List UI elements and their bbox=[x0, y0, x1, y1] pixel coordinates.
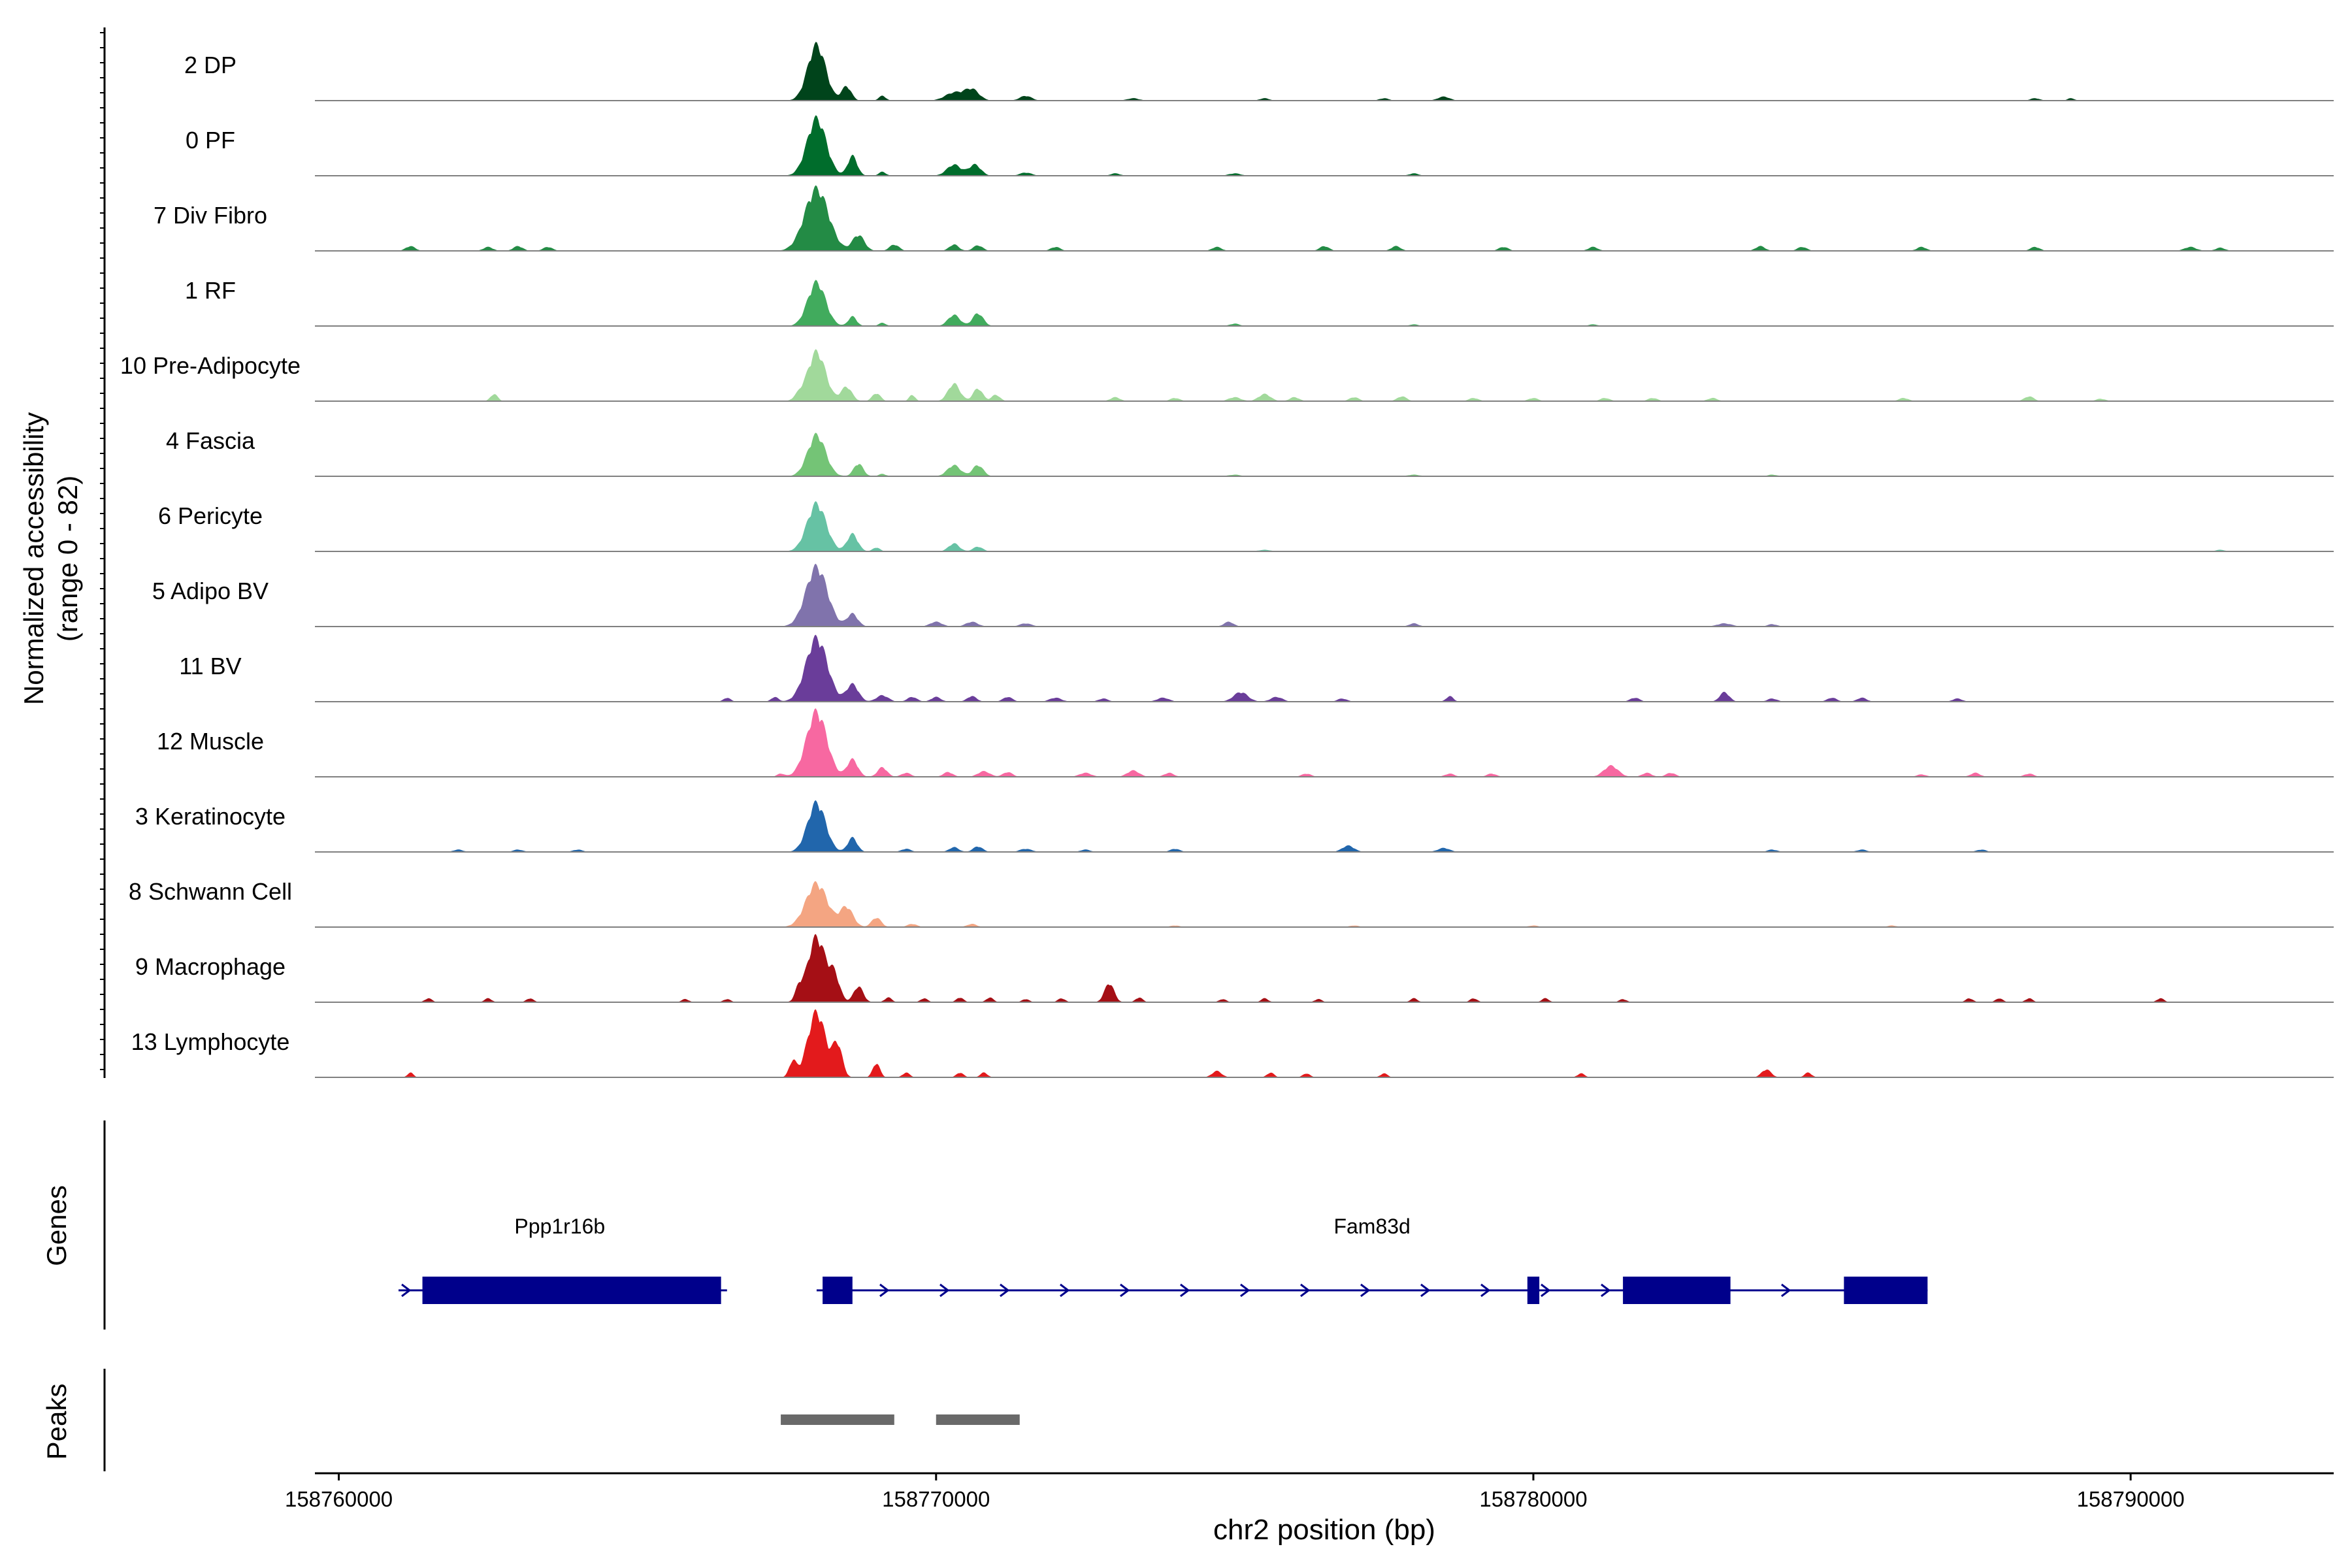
peak-regions bbox=[781, 1414, 1020, 1425]
coverage-area bbox=[315, 563, 2334, 627]
strand-arrow bbox=[1240, 1283, 1250, 1298]
gene-exon bbox=[1844, 1277, 1928, 1304]
peak-region-bar bbox=[781, 1414, 894, 1425]
coverage-area bbox=[315, 501, 2334, 551]
coverage-area bbox=[315, 881, 2334, 927]
track-label: 4 Fascia bbox=[166, 427, 255, 454]
gene-fam83d: Fam83d bbox=[816, 1215, 1928, 1304]
track-label: 2 DP bbox=[184, 52, 237, 78]
x-tick-label: 158760000 bbox=[285, 1487, 393, 1511]
track-label: 1 RF bbox=[185, 277, 236, 304]
track-label: 7 Div Fibro bbox=[154, 202, 267, 229]
coverage-area bbox=[315, 115, 2334, 176]
track-13-lymphocyte: 13 Lymphocyte bbox=[131, 1009, 2334, 1078]
track-9-macrophage: 9 Macrophage bbox=[135, 934, 2334, 1003]
genes-panel-label: Genes bbox=[41, 1185, 72, 1266]
gene-label: Ppp1r16b bbox=[514, 1215, 605, 1238]
strand-arrow bbox=[1180, 1283, 1190, 1298]
track-label: 9 Macrophage bbox=[135, 953, 286, 980]
coverage-area bbox=[315, 1009, 2334, 1077]
gene-exon bbox=[422, 1277, 721, 1304]
track-3-keratinocyte: 3 Keratinocyte bbox=[135, 800, 2334, 853]
strand-arrow bbox=[1420, 1283, 1431, 1298]
track-1-rf: 1 RF bbox=[185, 277, 2334, 327]
gene-exon bbox=[823, 1277, 853, 1304]
track-0-pf: 0 PF bbox=[186, 115, 2334, 176]
peaks-panel-label: Peaks bbox=[41, 1384, 72, 1460]
coverage-area bbox=[315, 634, 2334, 702]
x-axis-ticks: 158760000 158770000 158780000 158790000 bbox=[285, 1473, 2185, 1511]
x-tick-label: 158770000 bbox=[882, 1487, 990, 1511]
coverage-area bbox=[315, 433, 2334, 476]
coverage-area bbox=[315, 185, 2334, 251]
peak-region-bar bbox=[936, 1414, 1020, 1425]
coverage-area bbox=[315, 934, 2334, 1002]
strand-arrow bbox=[401, 1283, 412, 1298]
x-tick-label: 158790000 bbox=[2077, 1487, 2185, 1511]
coverage-tracks: 2 DP 0 PF 7 Div Fibro 1 RF 10 Pre-Adipocyte 4… bbox=[120, 41, 2334, 1078]
y-axis-title-line1: Normalized accessibility bbox=[18, 412, 49, 705]
track-label: 10 Pre-Adipocyte bbox=[120, 352, 301, 379]
y-axis-title: Normalized accessibility (range 0 - 82) bbox=[18, 412, 83, 705]
strand-arrow bbox=[1601, 1283, 1611, 1298]
track-label: 13 Lymphocyte bbox=[131, 1028, 290, 1055]
x-axis-title: chr2 position (bp) bbox=[1213, 1514, 1435, 1546]
track-label: 6 Pericyte bbox=[158, 502, 263, 529]
gene-ppp1r16b: Ppp1r16b bbox=[398, 1215, 727, 1304]
strand-arrow bbox=[1480, 1283, 1491, 1298]
strand-arrow bbox=[1360, 1283, 1371, 1298]
track-label: 12 Muscle bbox=[157, 728, 264, 755]
coverage-area bbox=[315, 708, 2334, 777]
track-label: 3 Keratinocyte bbox=[135, 803, 286, 830]
track-11-bv: 11 BV bbox=[179, 634, 2334, 702]
coverage-y-ticks bbox=[100, 32, 105, 1070]
track-label: 5 Adipo BV bbox=[152, 578, 269, 604]
y-axis-title-line2: (range 0 - 82) bbox=[52, 476, 83, 642]
track-8-schwann-cell: 8 Schwann Cell bbox=[129, 878, 2334, 928]
strand-arrow bbox=[1541, 1283, 1551, 1298]
gene-models: Ppp1r16b Fam83d bbox=[398, 1215, 1928, 1304]
coverage-area bbox=[315, 349, 2334, 401]
track-4-fascia: 4 Fascia bbox=[166, 427, 2334, 477]
coverage-area bbox=[315, 800, 2334, 852]
gene-exon bbox=[1527, 1277, 1540, 1304]
strand-arrow bbox=[1781, 1283, 1791, 1298]
track-label: 0 PF bbox=[186, 127, 235, 154]
coverage-area bbox=[315, 41, 2334, 101]
x-tick-label: 158780000 bbox=[1479, 1487, 1587, 1511]
coverage-area bbox=[315, 280, 2334, 326]
track-6-pericyte: 6 Pericyte bbox=[158, 501, 2334, 552]
track-7-div-fibro: 7 Div Fibro bbox=[154, 185, 2334, 252]
strand-arrow bbox=[939, 1283, 950, 1298]
strand-arrow bbox=[1120, 1283, 1130, 1298]
strand-arrow bbox=[1060, 1283, 1070, 1298]
track-label: 8 Schwann Cell bbox=[129, 878, 292, 905]
strand-arrow bbox=[1000, 1283, 1010, 1298]
strand-arrow bbox=[1300, 1283, 1311, 1298]
gene-exon bbox=[1623, 1277, 1731, 1304]
strand-arrow bbox=[879, 1283, 890, 1298]
gene-label: Fam83d bbox=[1333, 1215, 1410, 1238]
track-2-dp: 2 DP bbox=[184, 41, 2334, 101]
track-label: 11 BV bbox=[179, 653, 241, 679]
track-10-pre-adipocyte: 10 Pre-Adipocyte bbox=[120, 349, 2334, 402]
track-5-adipo-bv: 5 Adipo BV bbox=[152, 563, 2334, 627]
track-12-muscle: 12 Muscle bbox=[157, 708, 2334, 777]
